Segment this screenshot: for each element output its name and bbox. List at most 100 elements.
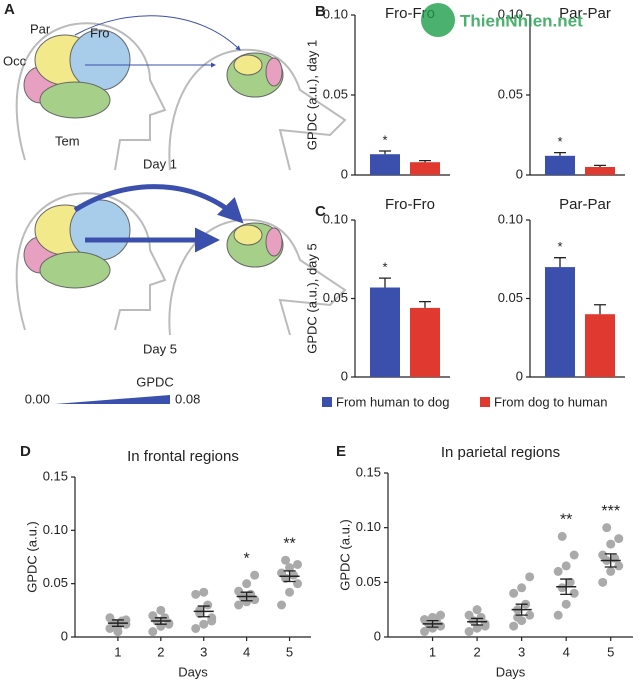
legend-swatch (322, 397, 332, 407)
error-bar (471, 617, 484, 626)
panel-letter: C (315, 203, 326, 220)
point (148, 627, 158, 637)
point (472, 605, 482, 615)
point (285, 563, 295, 573)
watermark-logo (421, 3, 455, 37)
point (420, 615, 430, 625)
point (121, 615, 131, 625)
error-bar (419, 300, 431, 308)
point (557, 583, 567, 593)
y-tick-label: 0 (516, 166, 523, 181)
point (602, 523, 612, 533)
point (289, 570, 299, 580)
panel-letter: D (20, 443, 31, 460)
point (207, 616, 217, 626)
legend-swatch (480, 397, 490, 407)
error-bar (240, 591, 253, 602)
error-bar (604, 553, 617, 568)
error-bar (154, 617, 167, 625)
point (199, 587, 209, 597)
point (561, 561, 571, 571)
y-tick-label: 0 (516, 368, 523, 383)
chart-title: In frontal regions (127, 448, 239, 465)
illustration-day5 (15, 184, 347, 336)
point (614, 561, 624, 571)
error-bar (379, 277, 391, 288)
point (561, 599, 571, 609)
day-label: Day 1 (143, 156, 177, 171)
point (509, 588, 519, 598)
panel-letter: A (4, 1, 15, 18)
point (476, 612, 486, 622)
panel-letter: E (336, 443, 346, 460)
point (598, 577, 608, 587)
y-tick-label: 0.10 (356, 519, 381, 534)
scale-min: 0.00 (25, 391, 50, 406)
y-axis-label: GPDC (a.u.), day 1 (304, 40, 319, 151)
brain-label: Occ (3, 53, 27, 68)
point (250, 570, 260, 580)
significance: ** (283, 535, 295, 552)
x-tick-label: 5 (286, 644, 293, 659)
error-bar (560, 578, 573, 596)
bar (370, 154, 400, 175)
significance: * (382, 132, 387, 147)
x-tick-label: 3 (518, 644, 525, 659)
error-bar (111, 619, 124, 627)
y-tick-label: 0.15 (356, 464, 381, 479)
x-tick-label: 1 (429, 644, 436, 659)
point (569, 588, 579, 598)
y-tick-label: 0 (341, 166, 348, 181)
bar (410, 162, 440, 175)
point (277, 600, 287, 610)
x-tick-label: 4 (563, 644, 570, 659)
x-tick-label: 2 (157, 644, 164, 659)
point (246, 589, 256, 599)
point (610, 553, 620, 563)
error-bar (594, 164, 606, 167)
error-bar (197, 605, 210, 618)
scale-wedge (55, 395, 170, 404)
point (464, 610, 474, 620)
point (105, 613, 115, 623)
x-tick-label: 3 (200, 644, 207, 659)
y-tick-label: 0.05 (498, 86, 523, 101)
point (191, 589, 201, 599)
brain-label: Par (30, 21, 51, 36)
chart-title: Par-Par (559, 5, 611, 22)
day-label: Day 5 (143, 341, 177, 356)
y-tick-label: 0 (341, 368, 348, 383)
significance: * (382, 260, 387, 275)
y-tick-label: 0.05 (323, 290, 348, 305)
significance: * (244, 550, 250, 567)
y-tick-label: 0 (61, 628, 68, 643)
y-tick-label: 0 (374, 628, 381, 643)
y-axis-label: GPDC (a.u.) (24, 521, 39, 593)
y-tick-label: 0.10 (323, 6, 348, 21)
error-bar (283, 570, 296, 583)
legend-label: From dog to human (494, 394, 607, 409)
watermark: ThienNhien.net (460, 11, 583, 30)
point (614, 534, 624, 544)
error-bar (515, 603, 528, 616)
error-bar (594, 304, 606, 315)
brain-label: Tem (55, 133, 80, 148)
point (148, 611, 158, 621)
point (195, 605, 205, 615)
chart-title: In parietal regions (441, 444, 560, 461)
point (293, 559, 303, 569)
point (553, 610, 563, 620)
chart-title: Fro-Fro (385, 196, 435, 213)
y-tick-label: 0.05 (323, 86, 348, 101)
scale-title: GPDC (136, 374, 174, 389)
x-tick-label: 2 (473, 644, 480, 659)
point (113, 627, 123, 637)
y-tick-label: 0.10 (498, 6, 523, 21)
point (234, 600, 244, 610)
error-bar (554, 257, 566, 268)
point (281, 555, 291, 565)
bar (410, 307, 440, 377)
point (509, 621, 519, 631)
y-tick-label: 0.15 (43, 468, 68, 483)
bar (370, 287, 400, 377)
